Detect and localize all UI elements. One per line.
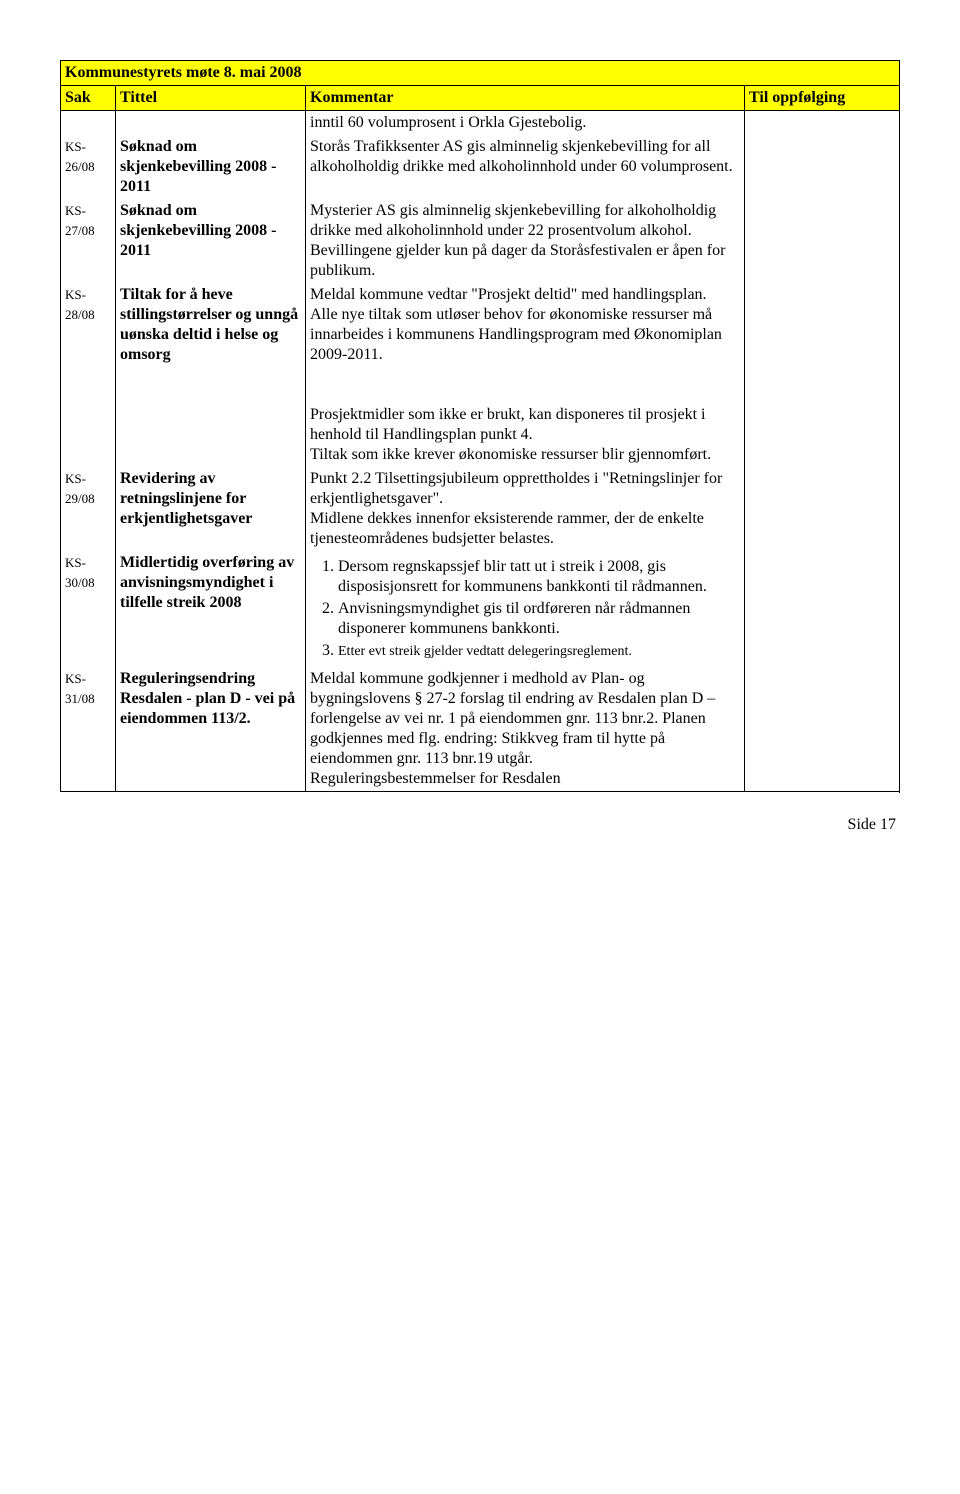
kommentar-text: Prosjektmidler som ikke er brukt, kan di… bbox=[310, 405, 740, 465]
list-item-text: Etter evt streik gjelder vedtatt deleger… bbox=[338, 644, 632, 659]
tittel-cell: Søknad om skjenkebevilling 2008 - 2011 bbox=[116, 135, 306, 199]
tittel-cell: Reguleringsendring Resdalen - plan D - v… bbox=[116, 667, 306, 792]
oppfolging-cell bbox=[745, 111, 900, 792]
page-footer: Side 17 bbox=[60, 816, 900, 834]
kommentar-cell: Storås Trafikksenter AS gis alminnelig s… bbox=[306, 135, 745, 199]
kommentar-cell: Meldal kommune vedtar "Prosjekt deltid" … bbox=[306, 283, 745, 467]
kommentar-cell: Punkt 2.2 Tilsettingsjubileum oppretthol… bbox=[306, 467, 745, 551]
tittel-cell: Midlertidig overføring av anvisningsmynd… bbox=[116, 551, 306, 667]
sak-cell: KS-31/08 bbox=[61, 667, 116, 792]
sak-cell: KS-26/08 bbox=[61, 135, 116, 199]
col-header-oppfolging: Til oppfølging bbox=[745, 86, 900, 111]
kommentar-text: Mysterier AS gis alminnelig skjenkebevil… bbox=[310, 201, 740, 281]
tittel-cell: Søknad om skjenkebevilling 2008 - 2011 bbox=[116, 199, 306, 283]
kommentar-text: Meldal kommune vedtar "Prosjekt deltid" … bbox=[310, 285, 740, 365]
sak-cell bbox=[61, 111, 116, 136]
table-header-row: Sak Tittel Kommentar Til oppfølging bbox=[61, 86, 900, 111]
col-header-sak: Sak bbox=[61, 86, 116, 111]
meeting-table: Kommunestyrets møte 8. mai 2008 Sak Titt… bbox=[60, 60, 900, 792]
sak-cell: KS-30/08 bbox=[61, 551, 116, 667]
kommentar-cell: Dersom regnskapssjef blir tatt ut i stre… bbox=[306, 551, 745, 667]
tittel-cell bbox=[116, 111, 306, 136]
sak-label: KS-26/08 bbox=[65, 139, 95, 174]
kommentar-cell: Meldal kommune godkjenner i medhold av P… bbox=[306, 667, 745, 792]
col-header-kommentar: Kommentar bbox=[306, 86, 745, 111]
sak-label: KS-28/08 bbox=[65, 287, 95, 322]
col-header-tittel: Tittel bbox=[116, 86, 306, 111]
kommentar-text: Meldal kommune godkjenner i medhold av P… bbox=[310, 669, 740, 789]
sak-cell: KS-29/08 bbox=[61, 467, 116, 551]
sak-cell: KS-27/08 bbox=[61, 199, 116, 283]
sak-label: KS-31/08 bbox=[65, 671, 95, 706]
list-item: Dersom regnskapssjef blir tatt ut i stre… bbox=[338, 557, 740, 597]
kommentar-cell: inntil 60 volumprosent i Orkla Gjestebol… bbox=[306, 111, 745, 136]
sak-label: KS-27/08 bbox=[65, 203, 95, 238]
sak-label: KS-30/08 bbox=[65, 555, 95, 590]
table-row: inntil 60 volumprosent i Orkla Gjestebol… bbox=[61, 111, 900, 136]
kommentar-text: Punkt 2.2 Tilsettingsjubileum oppretthol… bbox=[310, 469, 740, 549]
sak-label: KS-29/08 bbox=[65, 471, 95, 506]
list-item: Etter evt streik gjelder vedtatt deleger… bbox=[338, 641, 740, 661]
table-title: Kommunestyrets møte 8. mai 2008 bbox=[61, 61, 900, 86]
tittel-cell: Revidering av retningslinjene for erkjen… bbox=[116, 467, 306, 551]
kommentar-list: Dersom regnskapssjef blir tatt ut i stre… bbox=[310, 557, 740, 661]
list-item: Anvisningsmyndighet gis til ordføreren n… bbox=[338, 599, 740, 639]
kommentar-cell: Mysterier AS gis alminnelig skjenkebevil… bbox=[306, 199, 745, 283]
tittel-cell: Tiltak for å heve stillingstørrelser og … bbox=[116, 283, 306, 467]
sak-cell: KS-28/08 bbox=[61, 283, 116, 467]
